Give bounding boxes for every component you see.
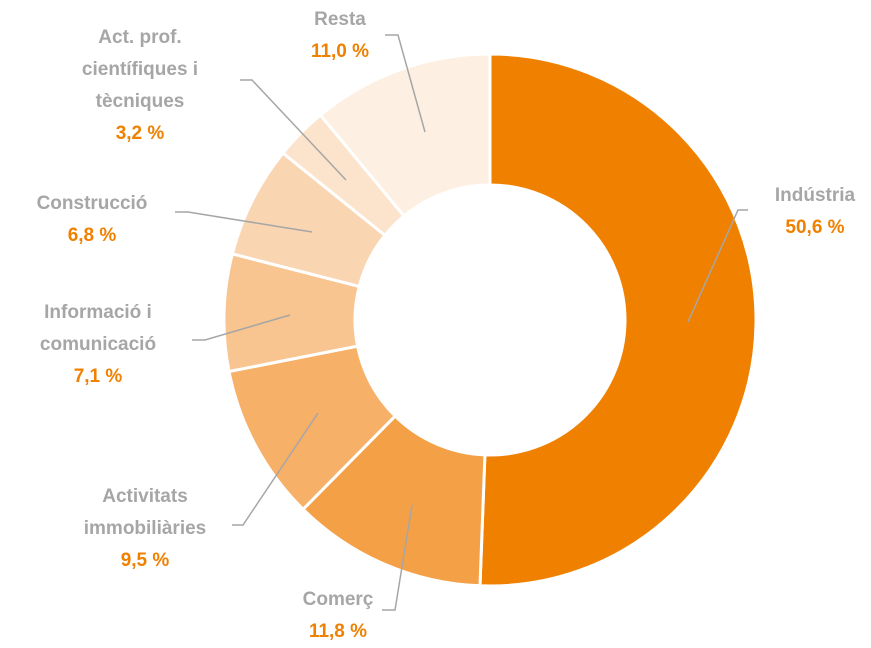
slice-label: Act. prof. científiques i tècniques 3,2 % [82,22,198,150]
category-label: Construcció [36,193,148,214]
slice-label: Indústria 50,6 % [775,180,855,244]
value-label: 11,0 % [310,41,370,62]
slice-label: Resta 11,0 % [311,4,369,68]
slice-label: Informació i comunicació 7,1 % [40,297,156,393]
category-label: Informació i comunicació [39,302,157,355]
leader-line [175,211,313,233]
leader-line [240,79,347,181]
value-label: 50,6 % [785,217,845,238]
category-label: Indústria [774,185,856,206]
slice-label: Construcció 6,8 % [37,188,148,252]
category-label: Resta [314,9,366,30]
donut-segment [478,52,758,588]
value-label: 3,2 % [115,123,165,144]
value-label: 9,5 % [120,550,170,571]
leader-line [192,314,291,341]
slice-label: Activitats immobiliàries 9,5 % [84,481,207,577]
value-label: 11,8 % [308,621,368,642]
category-label: Activitats immobiliàries [83,486,207,539]
category-label: Act. prof. científiques i tècniques [81,27,199,112]
category-label: Comerç [302,589,374,610]
leader-line [382,504,413,611]
value-label: 6,8 % [67,225,117,246]
donut-segment [318,52,492,219]
slice-label: Comerç 11,8 % [303,584,374,648]
value-label: 7,1 % [73,366,123,387]
leader-line [687,209,748,323]
leader-line [232,412,319,526]
leader-line [385,34,426,133]
